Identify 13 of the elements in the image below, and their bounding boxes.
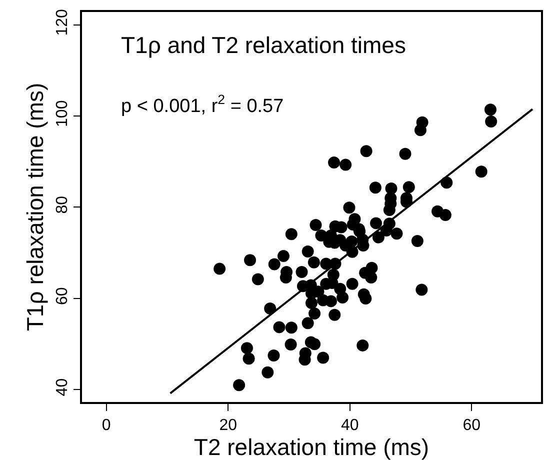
x-axis-title: T2 relaxation time (ms) xyxy=(194,434,430,460)
y-tick-label: 60 xyxy=(54,287,71,305)
y-tick-label: 80 xyxy=(54,196,71,214)
y-tick-label: 100 xyxy=(54,100,71,127)
y-tick-label: 40 xyxy=(54,378,71,396)
x-tick-label: 40 xyxy=(340,416,359,434)
annotation: p < 0.001, r$^{2}$ = 0.57 xyxy=(121,92,284,117)
x-tick-label: 20 xyxy=(219,416,238,434)
y-axis-title: T1ρ relaxation time (ms) xyxy=(22,82,48,332)
y-tick-label: 120 xyxy=(54,8,71,36)
text: T1ρ and T2 relaxation times xyxy=(121,32,406,58)
x-tick-label: 0 xyxy=(102,416,111,434)
x-tick-label: 60 xyxy=(462,416,481,434)
